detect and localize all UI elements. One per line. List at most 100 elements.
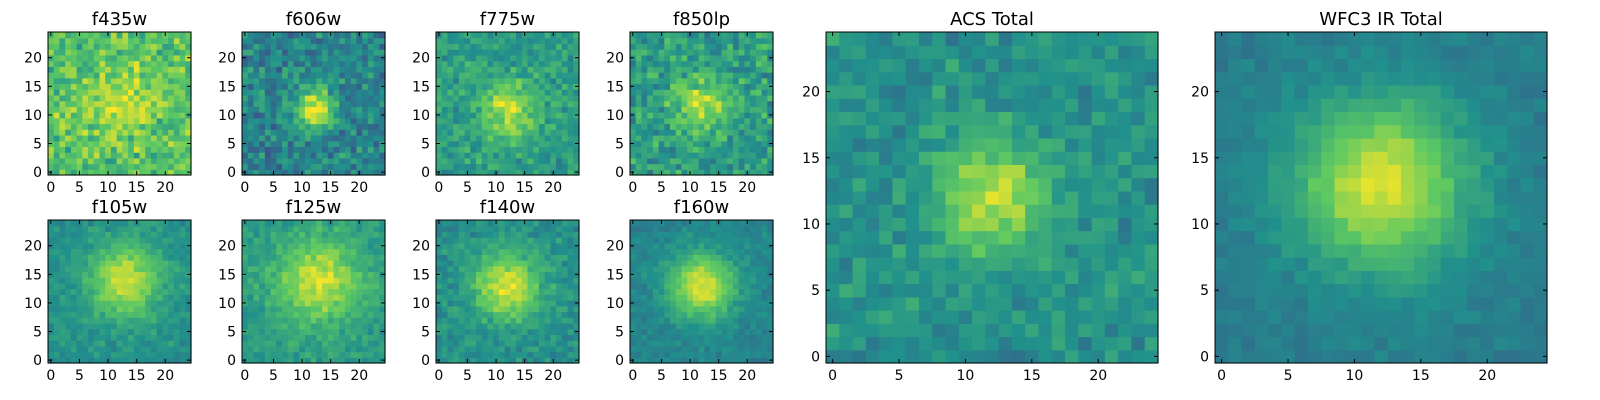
- heatmap-cell: [715, 294, 723, 301]
- heatmap-cell: [276, 288, 283, 295]
- heatmap-cell: [88, 282, 95, 290]
- heatmap-cell: [327, 112, 335, 119]
- heatmap-cell: [652, 129, 660, 136]
- heatmap-cell: [470, 60, 477, 67]
- panel-title: f775w: [480, 9, 535, 30]
- heatmap-cell: [527, 237, 534, 244]
- heatmap-cell: [635, 163, 643, 170]
- heatmap-cell: [516, 288, 523, 295]
- heatmap-cell: [550, 146, 557, 153]
- heatmap-cell: [139, 357, 146, 364]
- heatmap-cell: [264, 163, 272, 170]
- heatmap-cell: [521, 288, 529, 295]
- heatmap-cell: [110, 282, 118, 290]
- heatmap-cell: [755, 152, 763, 159]
- heatmap-cell: [544, 265, 551, 273]
- heatmap-cell: [767, 334, 774, 341]
- heatmap-cell: [641, 351, 648, 358]
- heatmap-cell: [362, 152, 369, 159]
- heatmap-cell: [173, 152, 181, 159]
- heatmap-cell: [287, 77, 295, 85]
- heatmap-cell: [99, 32, 106, 39]
- heatmap-cell: [527, 83, 534, 90]
- heatmap-cell: [88, 54, 95, 62]
- heatmap-cell: [276, 54, 283, 62]
- heatmap-cell: [715, 43, 723, 50]
- heatmap-cell: [339, 282, 346, 290]
- heatmap-cell: [675, 351, 683, 358]
- heatmap-cell: [310, 157, 317, 165]
- heatmap-cell: [264, 282, 272, 290]
- heatmap-cell: [322, 37, 329, 45]
- heatmap-cell: [470, 231, 477, 238]
- heatmap-cell: [727, 54, 734, 62]
- heatmap-cell: [53, 83, 61, 90]
- heatmap-cell: [715, 288, 723, 295]
- heatmap-cell: [139, 288, 146, 295]
- heatmap-cell: [93, 169, 101, 176]
- heatmap-cell: [304, 169, 312, 176]
- heatmap-cell: [544, 294, 551, 301]
- heatmap-cell: [362, 260, 369, 267]
- heatmap-cell: [293, 248, 300, 255]
- heatmap-cell: [105, 163, 112, 170]
- heatmap-cell: [481, 152, 489, 159]
- heatmap-cell: [139, 317, 146, 324]
- heatmap-cell: [287, 311, 295, 318]
- x-tick-label: 10: [99, 368, 117, 384]
- heatmap-cell: [533, 83, 540, 90]
- heatmap-cell: [550, 134, 557, 142]
- heatmap-cell: [76, 328, 83, 335]
- heatmap-cell: [185, 322, 192, 330]
- heatmap-cell: [761, 94, 768, 102]
- heatmap-cell: [242, 231, 249, 238]
- heatmap-cell: [93, 225, 101, 233]
- heatmap-cell: [304, 317, 312, 324]
- heatmap-cell: [156, 43, 163, 50]
- heatmap-cell: [635, 49, 643, 56]
- heatmap-cell: [179, 163, 186, 170]
- heatmap-cell: [692, 117, 700, 125]
- heatmap-cell: [173, 106, 181, 113]
- heatmap-cell: [373, 328, 380, 335]
- heatmap-cell: [270, 265, 277, 273]
- heatmap-cell: [150, 300, 158, 307]
- heatmap-cell: [282, 83, 289, 90]
- heatmap-cell: [293, 60, 300, 67]
- heatmap-cell: [436, 345, 443, 353]
- heatmap-cell: [379, 32, 386, 39]
- heatmap-cell: [65, 83, 72, 90]
- heatmap-cell: [635, 100, 643, 107]
- heatmap-cell: [350, 60, 357, 67]
- heatmap-cell: [538, 83, 546, 90]
- heatmap-cell: [322, 317, 329, 324]
- heatmap-cell: [287, 265, 295, 273]
- heatmap-cell: [287, 49, 295, 56]
- heatmap-cell: [664, 134, 671, 142]
- y-tick-label: 5: [615, 137, 624, 153]
- heatmap-cell: [110, 288, 118, 295]
- heatmap-cell: [333, 248, 340, 255]
- heatmap-cell: [168, 146, 175, 153]
- heatmap-cell: [567, 322, 574, 330]
- heatmap-cell: [687, 157, 694, 165]
- heatmap-cell: [247, 129, 255, 136]
- heatmap-cell: [293, 265, 300, 273]
- heatmap-cell: [48, 288, 55, 295]
- heatmap-cell: [538, 106, 546, 113]
- x-tick-label: 5: [75, 180, 84, 196]
- heatmap-cell: [658, 322, 665, 330]
- heatmap-cell: [53, 351, 61, 358]
- heatmap-cell: [458, 100, 466, 107]
- heatmap-cell: [242, 288, 249, 295]
- heatmap-cell: [544, 43, 551, 50]
- heatmap-cell: [93, 282, 101, 290]
- heatmap-cell: [276, 305, 283, 313]
- heatmap-cell: [641, 77, 648, 85]
- heatmap-cell: [658, 271, 665, 278]
- heatmap-cell: [70, 220, 78, 227]
- heatmap-cell: [310, 271, 317, 278]
- heatmap-cell: [93, 60, 101, 67]
- heatmap-cell: [687, 66, 694, 73]
- heatmap-cell: [162, 146, 169, 153]
